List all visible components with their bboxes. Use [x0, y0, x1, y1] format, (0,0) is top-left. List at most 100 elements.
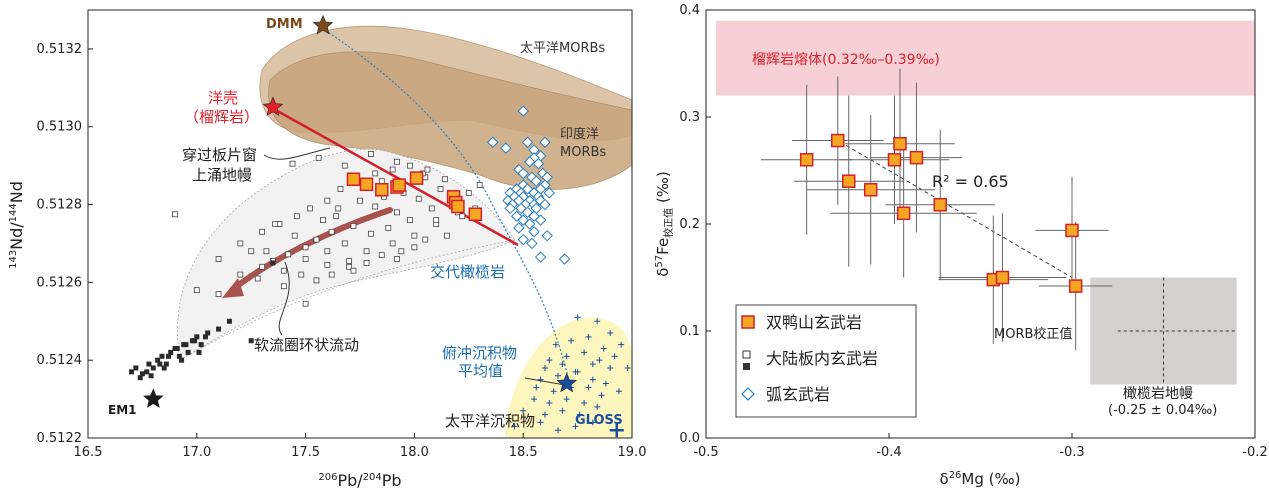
left-x-tick-label: 18.0: [400, 445, 429, 460]
legend-marker-arc: [741, 387, 755, 401]
sediment-cross: [511, 423, 518, 430]
arc-basalt-point: [487, 136, 499, 148]
sediment-cross: [537, 376, 544, 383]
shuangyashan-basalt-point: [799, 153, 814, 167]
label-pacific-sediment: 太平洋沉积物: [445, 412, 535, 430]
intraplate-basalt-filled: [270, 260, 276, 266]
intraplate-basalt-filled: [203, 334, 209, 340]
shuangyashan-basalt-point: [1065, 223, 1079, 238]
intraplate-basalt-filled: [176, 353, 182, 359]
label-indian-morb: 印度洋: [560, 126, 599, 142]
sediment-cross: [589, 419, 596, 426]
arc-basalt-point: [500, 142, 512, 154]
legend-marker-shuangyashan: [741, 315, 755, 329]
intraplate-basalt-open: [389, 166, 396, 173]
intraplate-basalt-open: [378, 252, 385, 259]
shuangyashan-basalt-point: [909, 150, 924, 165]
intraplate-basalt-filled: [155, 357, 161, 363]
arc-basalt-point: [541, 229, 553, 242]
sediment-cross: [624, 364, 631, 371]
intraplate-basalt-filled: [163, 361, 169, 367]
intraplate-basalt-filled: [248, 338, 254, 344]
arc-basalt-point: [539, 136, 551, 148]
arc-basalt-point: [517, 167, 529, 180]
intraplate-basalt-open: [259, 263, 265, 270]
left-x-axis-label: 206Pb/204Pb: [318, 471, 401, 490]
intraplate-basalt-open: [411, 244, 418, 251]
intraplate-basalt-open: [320, 217, 326, 224]
intraplate-basalt-open: [459, 213, 466, 220]
intraplate-basalt-filled: [146, 361, 152, 367]
label-asthenosphere-flow: 软流圈环状流动: [254, 336, 359, 354]
sediment-cross: [596, 357, 603, 364]
intraplate-basalt-open: [372, 170, 379, 177]
sediment-cross: [555, 372, 562, 379]
intraplate-basalt-filled: [198, 342, 204, 348]
label-indian-morb-2: MORBs: [560, 145, 606, 160]
sediment-cross: [589, 361, 596, 368]
sediment-cross: [600, 345, 607, 352]
intraplate-basalt-open: [298, 271, 305, 278]
sediment-cross: [602, 380, 609, 387]
shuangyashan-basalt-point: [409, 171, 424, 185]
intraplate-basalt-open: [346, 263, 353, 270]
intraplate-basalt-open: [215, 256, 222, 262]
intraplate-basalt-open: [335, 205, 342, 212]
shuangyashan-basalt-point: [451, 199, 465, 214]
intraplate-basalt-open: [285, 251, 292, 258]
shuangyashan-basalt-point: [841, 174, 856, 188]
shuangyashan-basalt-point: [375, 183, 389, 197]
sediment-cross: [546, 399, 553, 406]
arc-basalt-point: [524, 218, 536, 230]
left-x-tick-label: 16.5: [74, 445, 103, 460]
intraplate-basalt-filled: [168, 349, 174, 355]
intraplate-basalt-filled: [192, 338, 198, 344]
sediment-cross: [520, 407, 527, 414]
sediment-cross: [594, 403, 601, 410]
right-chart: -0.5 -0.4 -0.3 -0.2 0.0 0.1 0.2 0.3 0.4 榴辉岩熔体(0.…: [654, 3, 1268, 488]
label-sediment-avg: 俯冲沉积物: [442, 344, 517, 362]
regression-line: [833, 137, 1073, 278]
intraplate-basalt-open: [324, 197, 331, 204]
intraplate-basalt-open: [341, 240, 348, 247]
leader-slab-window: [263, 147, 331, 160]
intraplate-basalt-open: [350, 267, 357, 274]
sediment-cross: [615, 388, 622, 395]
intraplate-basalt-open: [372, 203, 379, 210]
left-x-tick-label: 18.5: [509, 445, 538, 460]
shuangyashan-basalt-point: [392, 178, 406, 192]
arc-basalt-point: [534, 251, 547, 263]
intraplate-basalt-open: [385, 224, 392, 231]
intraplate-basalt-open: [215, 291, 222, 297]
shuangyashan-basalt-point: [887, 153, 902, 167]
arc-basalt-point: [517, 105, 529, 117]
right-y-tick-label: 0.0: [679, 431, 700, 446]
shuangyashan-basalt-point: [468, 207, 483, 222]
intraplate-basalt-open: [248, 248, 255, 255]
sediment-cross: [585, 384, 592, 391]
left-x-tick-label: 17.5: [291, 445, 320, 460]
intraplate-basalt-open: [307, 205, 313, 212]
legend-box: [735, 304, 917, 418]
left-axes-box: [87, 9, 633, 439]
legend-label-arc: 弧玄武岩: [766, 385, 830, 404]
intraplate-basalt-filled: [166, 353, 172, 359]
label-peridotite-mantle: 橄榄岩地幔: [1123, 386, 1193, 402]
intraplate-basalt-open: [398, 248, 405, 255]
shuangyashan-basalt-point: [995, 270, 1010, 285]
intraplate-basalt-open: [350, 223, 357, 229]
intraplate-basalt-open: [263, 248, 270, 255]
left-y-tick-label: 0.5124: [37, 353, 83, 368]
label-dmm: DMM: [266, 17, 303, 32]
left-y-tick-label: 0.5132: [37, 42, 83, 57]
end-member-star: [262, 96, 284, 117]
sediment-cross: [607, 329, 614, 336]
intraplate-basalt-filled: [194, 334, 200, 340]
mixing-curve-dmm-sediment: [321, 27, 571, 386]
intraplate-basalt-open: [313, 236, 320, 243]
sediment-cross: [598, 392, 605, 399]
arc-basalt-point: [524, 156, 536, 168]
intraplate-basalt-open: [407, 217, 413, 224]
right-x-axis-label: δ26Mg (‰): [940, 470, 1021, 488]
left-x-tick-label: 19.0: [618, 445, 647, 460]
